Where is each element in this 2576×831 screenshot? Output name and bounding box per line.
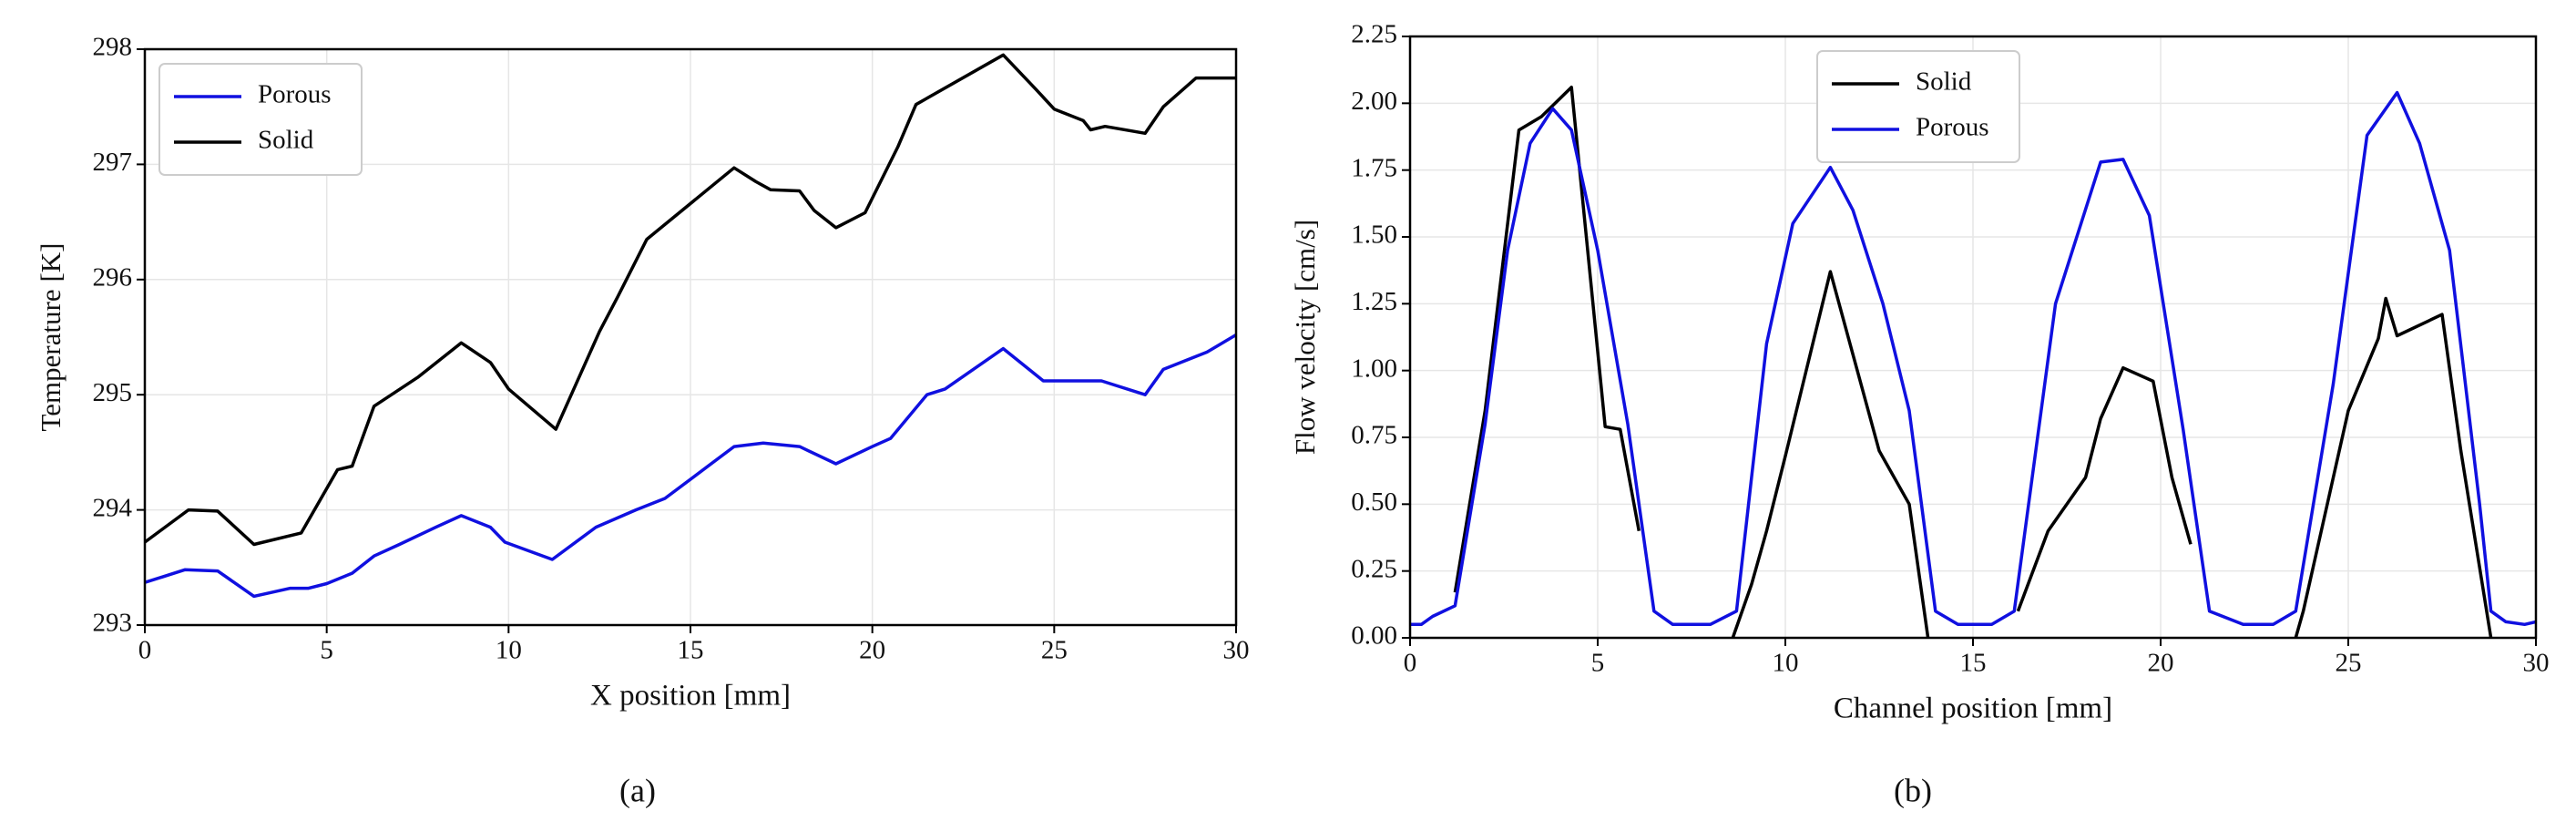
- x-tick-label: 0: [138, 636, 152, 665]
- x-tick-label: 20: [2148, 649, 2174, 678]
- y-tick-label: 296: [93, 262, 133, 292]
- plot-frame: [143, 47, 1238, 627]
- legend-label: Solid: [1916, 67, 1972, 97]
- x-axis-label: X position [mm]: [590, 680, 791, 713]
- plot-frame: [1408, 35, 2538, 640]
- x-axis-label: Channel position [mm]: [1834, 692, 2112, 725]
- x-tick-label: 5: [1591, 649, 1605, 678]
- x-tick-label: 20: [859, 636, 885, 665]
- x-tick-label: 10: [1773, 649, 1799, 678]
- series-line: [1410, 90, 2536, 627]
- chart: 293 294 295 296 297 298 0 5 10 15 20 25 30 X position…: [35, 33, 1249, 809]
- y-tick-label: 2.25: [1351, 20, 1397, 49]
- legend-label: Solid: [258, 126, 314, 155]
- legend-label: Porous: [258, 80, 332, 109]
- x-tick-label: 10: [496, 636, 522, 665]
- y-tick-label: 0.75: [1351, 421, 1397, 450]
- legend-box: [1816, 50, 2020, 163]
- x-tick-label: 15: [1960, 649, 1987, 678]
- series-line: [1731, 270, 1930, 638]
- x-tick-label: 0: [1404, 649, 1417, 678]
- y-tick-label: 0.00: [1351, 621, 1397, 651]
- y-tick-label: 295: [93, 378, 133, 407]
- y-tick-label: 0.25: [1351, 554, 1397, 583]
- x-tick-label: 30: [2523, 649, 2550, 678]
- y-tick-label: 1.50: [1351, 221, 1397, 250]
- series-line: [2016, 365, 2193, 612]
- y-tick-label: 1.25: [1351, 287, 1397, 316]
- x-tick-label: 30: [1223, 636, 1250, 665]
- y-tick-label: 0.50: [1351, 487, 1397, 517]
- y-axis-label: Flow velocity [cm/s]: [1289, 220, 1321, 455]
- y-tick-label: 2.00: [1351, 87, 1397, 116]
- x-tick-label: 15: [678, 636, 704, 665]
- y-tick-label: 1.00: [1351, 354, 1397, 383]
- chart: 0.00 0.25 0.50 0.75 1.00 1.25 1.50 1.75 2.00 2.25…: [1289, 20, 2549, 809]
- y-tick-label: 1.75: [1351, 153, 1397, 182]
- series-line: [145, 53, 1236, 547]
- x-tick-label: 25: [2336, 649, 2362, 678]
- x-tick-label: 25: [1041, 636, 1068, 665]
- series-line: [2294, 296, 2493, 638]
- y-tick-label: 298: [93, 33, 133, 62]
- y-tick-label: 297: [93, 148, 133, 177]
- legend-label: Porous: [1916, 113, 1989, 142]
- series-line: [145, 333, 1236, 599]
- x-tick-label: 5: [320, 636, 333, 665]
- caption: (b): [1894, 772, 1932, 808]
- y-axis-label: Temperature [K]: [35, 243, 66, 432]
- caption: (a): [619, 772, 656, 808]
- y-tick-label: 293: [93, 609, 133, 638]
- legend-box: [158, 63, 363, 176]
- y-tick-label: 294: [93, 493, 133, 522]
- series-line: [1453, 85, 1641, 593]
